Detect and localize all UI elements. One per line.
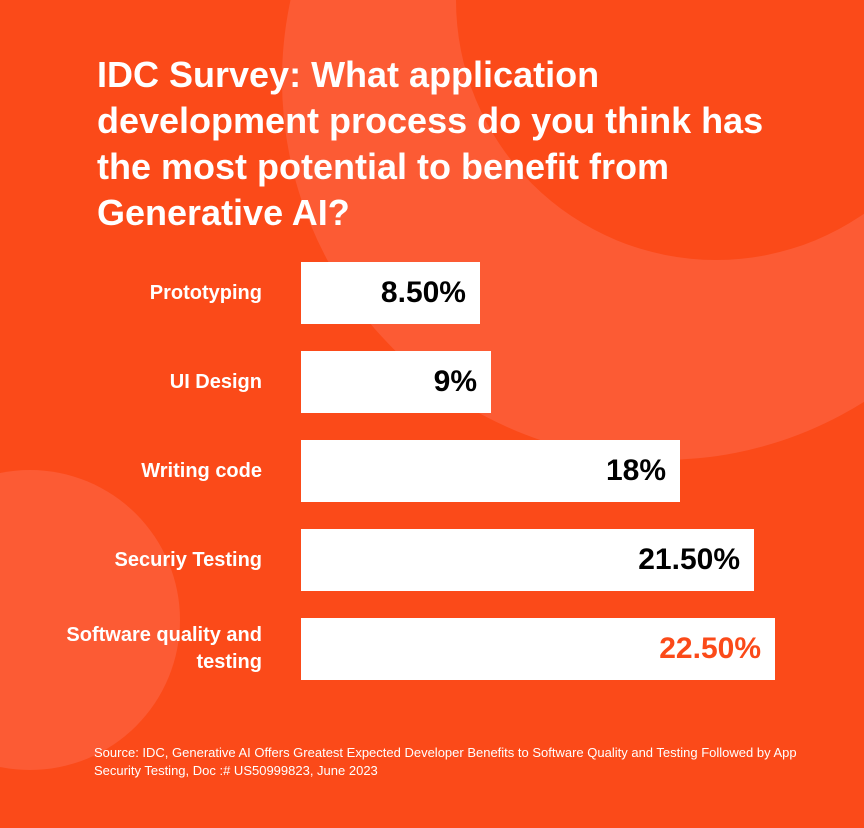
- bar: 22.50%: [301, 618, 775, 680]
- bar: 9%: [301, 351, 491, 413]
- value-label: 22.50%: [659, 632, 761, 665]
- category-label: Writing code: [141, 459, 262, 482]
- source-note: Source: IDC, Generative AI Offers Greate…: [94, 745, 797, 778]
- value-label: 18%: [605, 454, 666, 487]
- value-label: 8.50%: [380, 276, 466, 309]
- category-label: Prototyping: [149, 281, 262, 304]
- bar: 21.50%: [301, 529, 754, 591]
- chart-title: IDC Survey: What application development…: [97, 54, 764, 233]
- category-label: Software quality and testing: [66, 624, 262, 673]
- category-label: Securiy Testing: [114, 548, 262, 571]
- value-label: 21.50%: [638, 543, 740, 576]
- background-circle-small: [0, 470, 180, 770]
- bar: 18%: [301, 440, 680, 502]
- value-label: 9%: [433, 365, 477, 398]
- category-label: UI Design: [169, 370, 262, 393]
- bar: 8.50%: [301, 262, 480, 324]
